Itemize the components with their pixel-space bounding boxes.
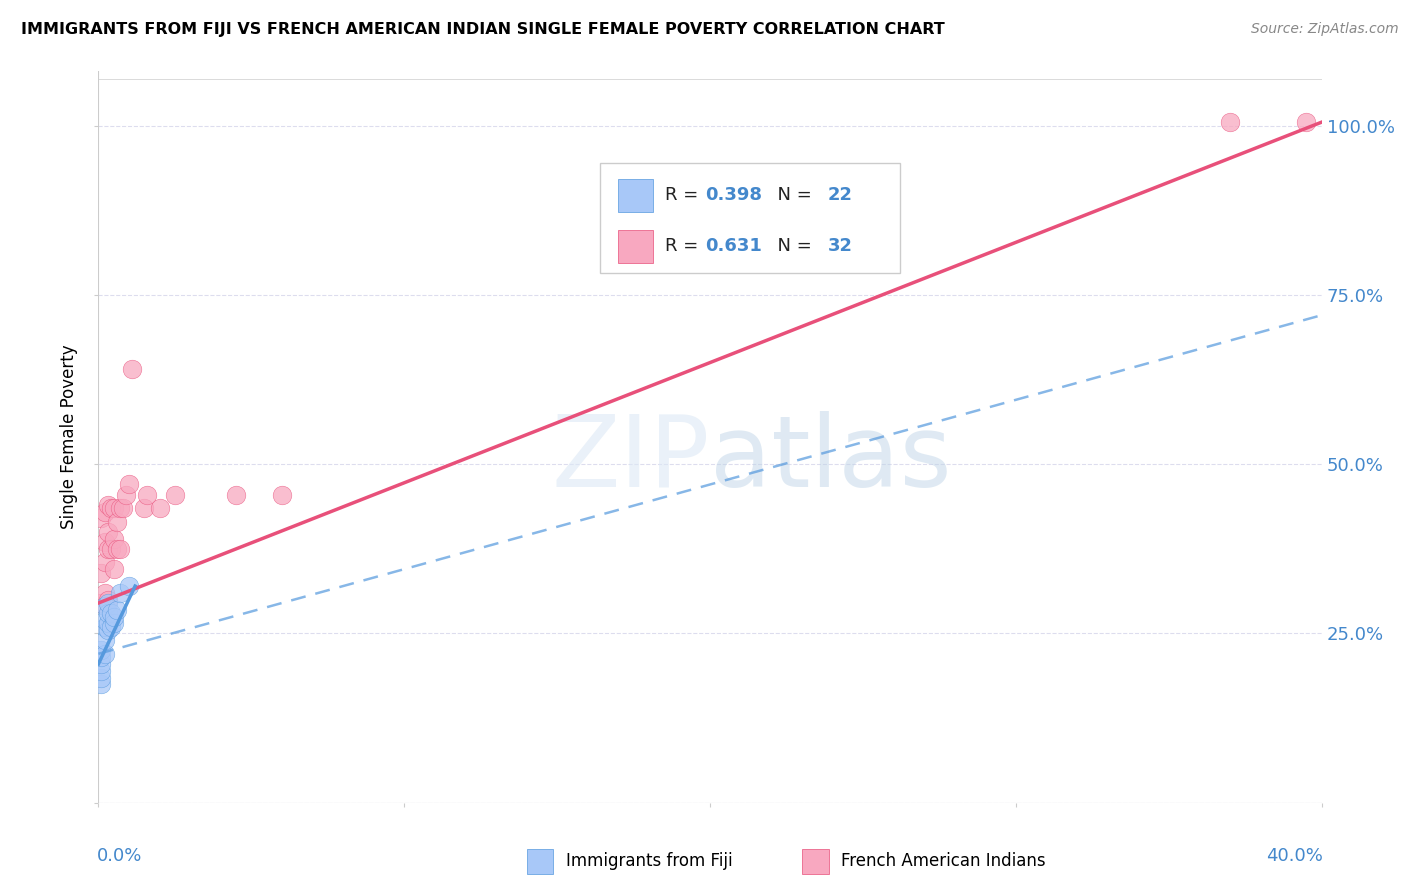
Point — [111, 501, 134, 516]
Point — [93, 647, 115, 661]
Point — [93, 599, 115, 614]
Point — [100, 501, 122, 516]
Point — [105, 515, 128, 529]
Point — [93, 555, 115, 569]
Point — [97, 541, 120, 556]
Text: ZIP: ZIP — [551, 410, 710, 508]
Point — [108, 501, 131, 516]
Point — [103, 562, 125, 576]
Point — [90, 671, 112, 685]
Point — [90, 677, 112, 691]
Point — [134, 501, 156, 516]
Text: Immigrants from Fiji: Immigrants from Fiji — [565, 853, 733, 871]
Point — [1295, 115, 1317, 129]
Point — [100, 620, 122, 634]
Bar — [801, 848, 828, 874]
Point — [103, 532, 125, 546]
Point — [118, 477, 141, 491]
Point — [93, 633, 115, 648]
Point — [93, 535, 115, 549]
Text: N =: N = — [766, 186, 818, 204]
Point — [121, 362, 143, 376]
Point — [136, 488, 159, 502]
Point — [93, 613, 115, 627]
Text: French American Indians: French American Indians — [841, 853, 1046, 871]
Point — [100, 606, 122, 620]
Point — [97, 498, 120, 512]
Point — [90, 596, 112, 610]
Point — [97, 606, 120, 620]
Text: IMMIGRANTS FROM FIJI VS FRENCH AMERICAN INDIAN SINGLE FEMALE POVERTY CORRELATION: IMMIGRANTS FROM FIJI VS FRENCH AMERICAN … — [21, 22, 945, 37]
Point — [108, 586, 131, 600]
Bar — [619, 230, 652, 263]
Text: 40.0%: 40.0% — [1265, 847, 1323, 864]
Point — [105, 603, 128, 617]
Text: R =: R = — [665, 237, 704, 255]
Point — [103, 616, 125, 631]
FancyBboxPatch shape — [600, 162, 900, 273]
Point — [115, 488, 138, 502]
Point — [93, 586, 115, 600]
Text: 22: 22 — [828, 186, 852, 204]
Point — [103, 501, 125, 516]
Text: 0.0%: 0.0% — [97, 847, 142, 864]
Point — [97, 592, 120, 607]
Point — [90, 511, 112, 525]
Text: 32: 32 — [828, 237, 852, 255]
Text: N =: N = — [766, 237, 818, 255]
Point — [93, 505, 115, 519]
Point — [108, 541, 131, 556]
Point — [97, 524, 120, 539]
Point — [90, 643, 112, 657]
Point — [93, 620, 115, 634]
Text: 0.398: 0.398 — [706, 186, 762, 204]
Text: Source: ZipAtlas.com: Source: ZipAtlas.com — [1251, 22, 1399, 37]
Text: atlas: atlas — [710, 410, 952, 508]
Point — [1219, 115, 1241, 129]
Point — [149, 501, 172, 516]
Point — [103, 609, 125, 624]
Text: R =: R = — [665, 186, 704, 204]
Point — [90, 566, 112, 580]
Point — [163, 488, 186, 502]
Point — [90, 664, 112, 678]
Y-axis label: Single Female Poverty: Single Female Poverty — [60, 345, 79, 529]
Point — [225, 488, 247, 502]
Point — [97, 616, 120, 631]
Point — [97, 623, 120, 637]
Bar — [526, 848, 554, 874]
Point — [90, 657, 112, 671]
Point — [118, 579, 141, 593]
Bar — [619, 178, 652, 211]
Point — [97, 596, 120, 610]
Text: 0.631: 0.631 — [706, 237, 762, 255]
Point — [270, 488, 292, 502]
Point — [105, 541, 128, 556]
Point — [90, 650, 112, 665]
Point — [100, 541, 122, 556]
